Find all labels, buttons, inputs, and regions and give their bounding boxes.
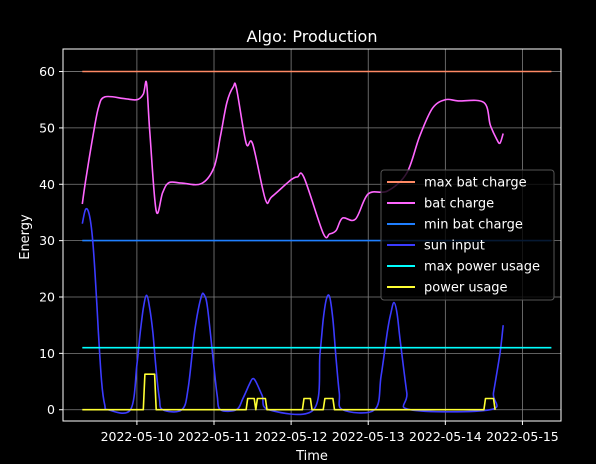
y-axis-label: Energy: [18, 214, 33, 260]
legend-label: max power usage: [424, 260, 540, 275]
y-tick-label: 50: [39, 120, 55, 135]
legend-box: [380, 169, 555, 301]
y-tick-label: 20: [39, 290, 55, 305]
y-tick-label: 0: [47, 402, 55, 417]
legend-label: max bat charge: [424, 176, 527, 191]
y-tick-label: 60: [39, 64, 55, 79]
legend-label: power usage: [424, 281, 508, 296]
legend-label: bat charge: [424, 197, 494, 212]
x-tick-label: 2022-05-11: [178, 429, 251, 444]
y-tick-label: 30: [39, 233, 55, 248]
x-tick-label: 2022-05-14: [409, 429, 482, 444]
series-line-bat-charge: [81, 80, 504, 239]
chart-title: Algo: Production: [247, 27, 378, 46]
legend-label: sun input: [424, 239, 485, 254]
axis-ticks: 0 10 20 30 40 50 60 2022-05-10 2022-05-11 2022-05…: [39, 64, 559, 444]
legend-label: min bat charge: [424, 218, 523, 233]
y-tick-label: 10: [39, 346, 55, 361]
x-tick-label: 2022-05-12: [255, 429, 328, 444]
plot-area-frame: [62, 48, 562, 422]
x-tick-label: 2022-05-13: [332, 429, 405, 444]
x-axis-label: Time: [295, 449, 328, 464]
y-tick-label: 40: [39, 177, 55, 192]
series-line-power-usage: [82, 373, 496, 411]
series-lines: [81, 70, 552, 416]
x-tick-label: 2022-05-15: [486, 429, 559, 444]
x-tick-label: 2022-05-10: [101, 429, 174, 444]
legend: max bat charge bat charge min bat charge su…: [380, 169, 555, 301]
